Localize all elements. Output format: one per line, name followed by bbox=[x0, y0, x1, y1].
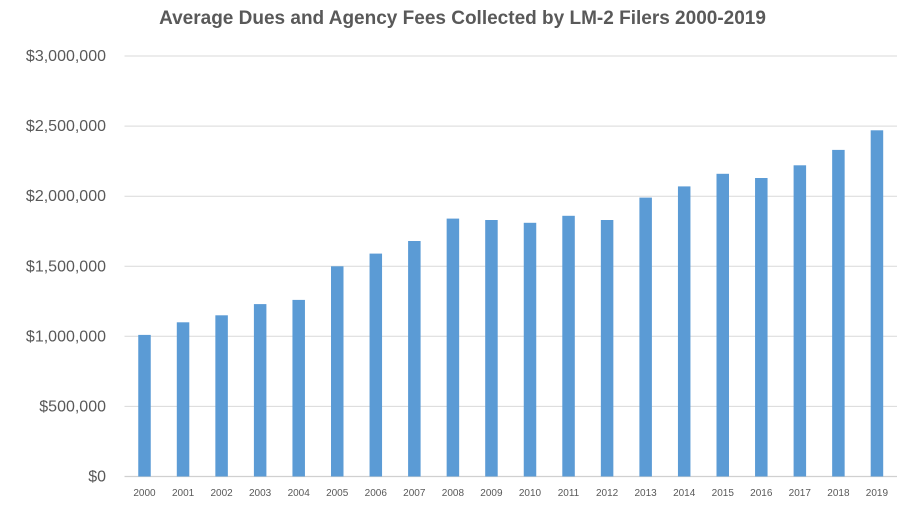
svg-text:2004: 2004 bbox=[288, 488, 311, 499]
svg-text:2007: 2007 bbox=[403, 488, 426, 499]
svg-text:2015: 2015 bbox=[712, 488, 735, 499]
svg-text:2009: 2009 bbox=[480, 488, 503, 499]
svg-text:$2,500,000: $2,500,000 bbox=[26, 118, 106, 135]
svg-text:2000: 2000 bbox=[133, 488, 156, 499]
svg-text:2005: 2005 bbox=[326, 488, 349, 499]
svg-text:$2,000,000: $2,000,000 bbox=[26, 188, 106, 205]
svg-text:2010: 2010 bbox=[519, 488, 542, 499]
svg-text:2016: 2016 bbox=[750, 488, 773, 499]
svg-text:2012: 2012 bbox=[596, 488, 619, 499]
svg-text:2003: 2003 bbox=[249, 488, 272, 499]
svg-text:2008: 2008 bbox=[442, 488, 465, 499]
svg-text:$1,000,000: $1,000,000 bbox=[26, 328, 106, 345]
svg-text:2019: 2019 bbox=[866, 488, 889, 499]
svg-text:2001: 2001 bbox=[172, 488, 195, 499]
svg-text:$1,500,000: $1,500,000 bbox=[26, 258, 106, 275]
svg-text:2018: 2018 bbox=[827, 488, 850, 499]
svg-text:2017: 2017 bbox=[789, 488, 812, 499]
svg-text:2006: 2006 bbox=[365, 488, 388, 499]
svg-text:$500,000: $500,000 bbox=[39, 398, 106, 415]
svg-text:2014: 2014 bbox=[673, 488, 696, 499]
svg-text:$3,000,000: $3,000,000 bbox=[26, 48, 106, 65]
svg-text:$0: $0 bbox=[88, 469, 106, 486]
svg-text:2002: 2002 bbox=[210, 488, 233, 499]
svg-text:2011: 2011 bbox=[558, 488, 580, 499]
svg-text:2013: 2013 bbox=[634, 488, 657, 499]
